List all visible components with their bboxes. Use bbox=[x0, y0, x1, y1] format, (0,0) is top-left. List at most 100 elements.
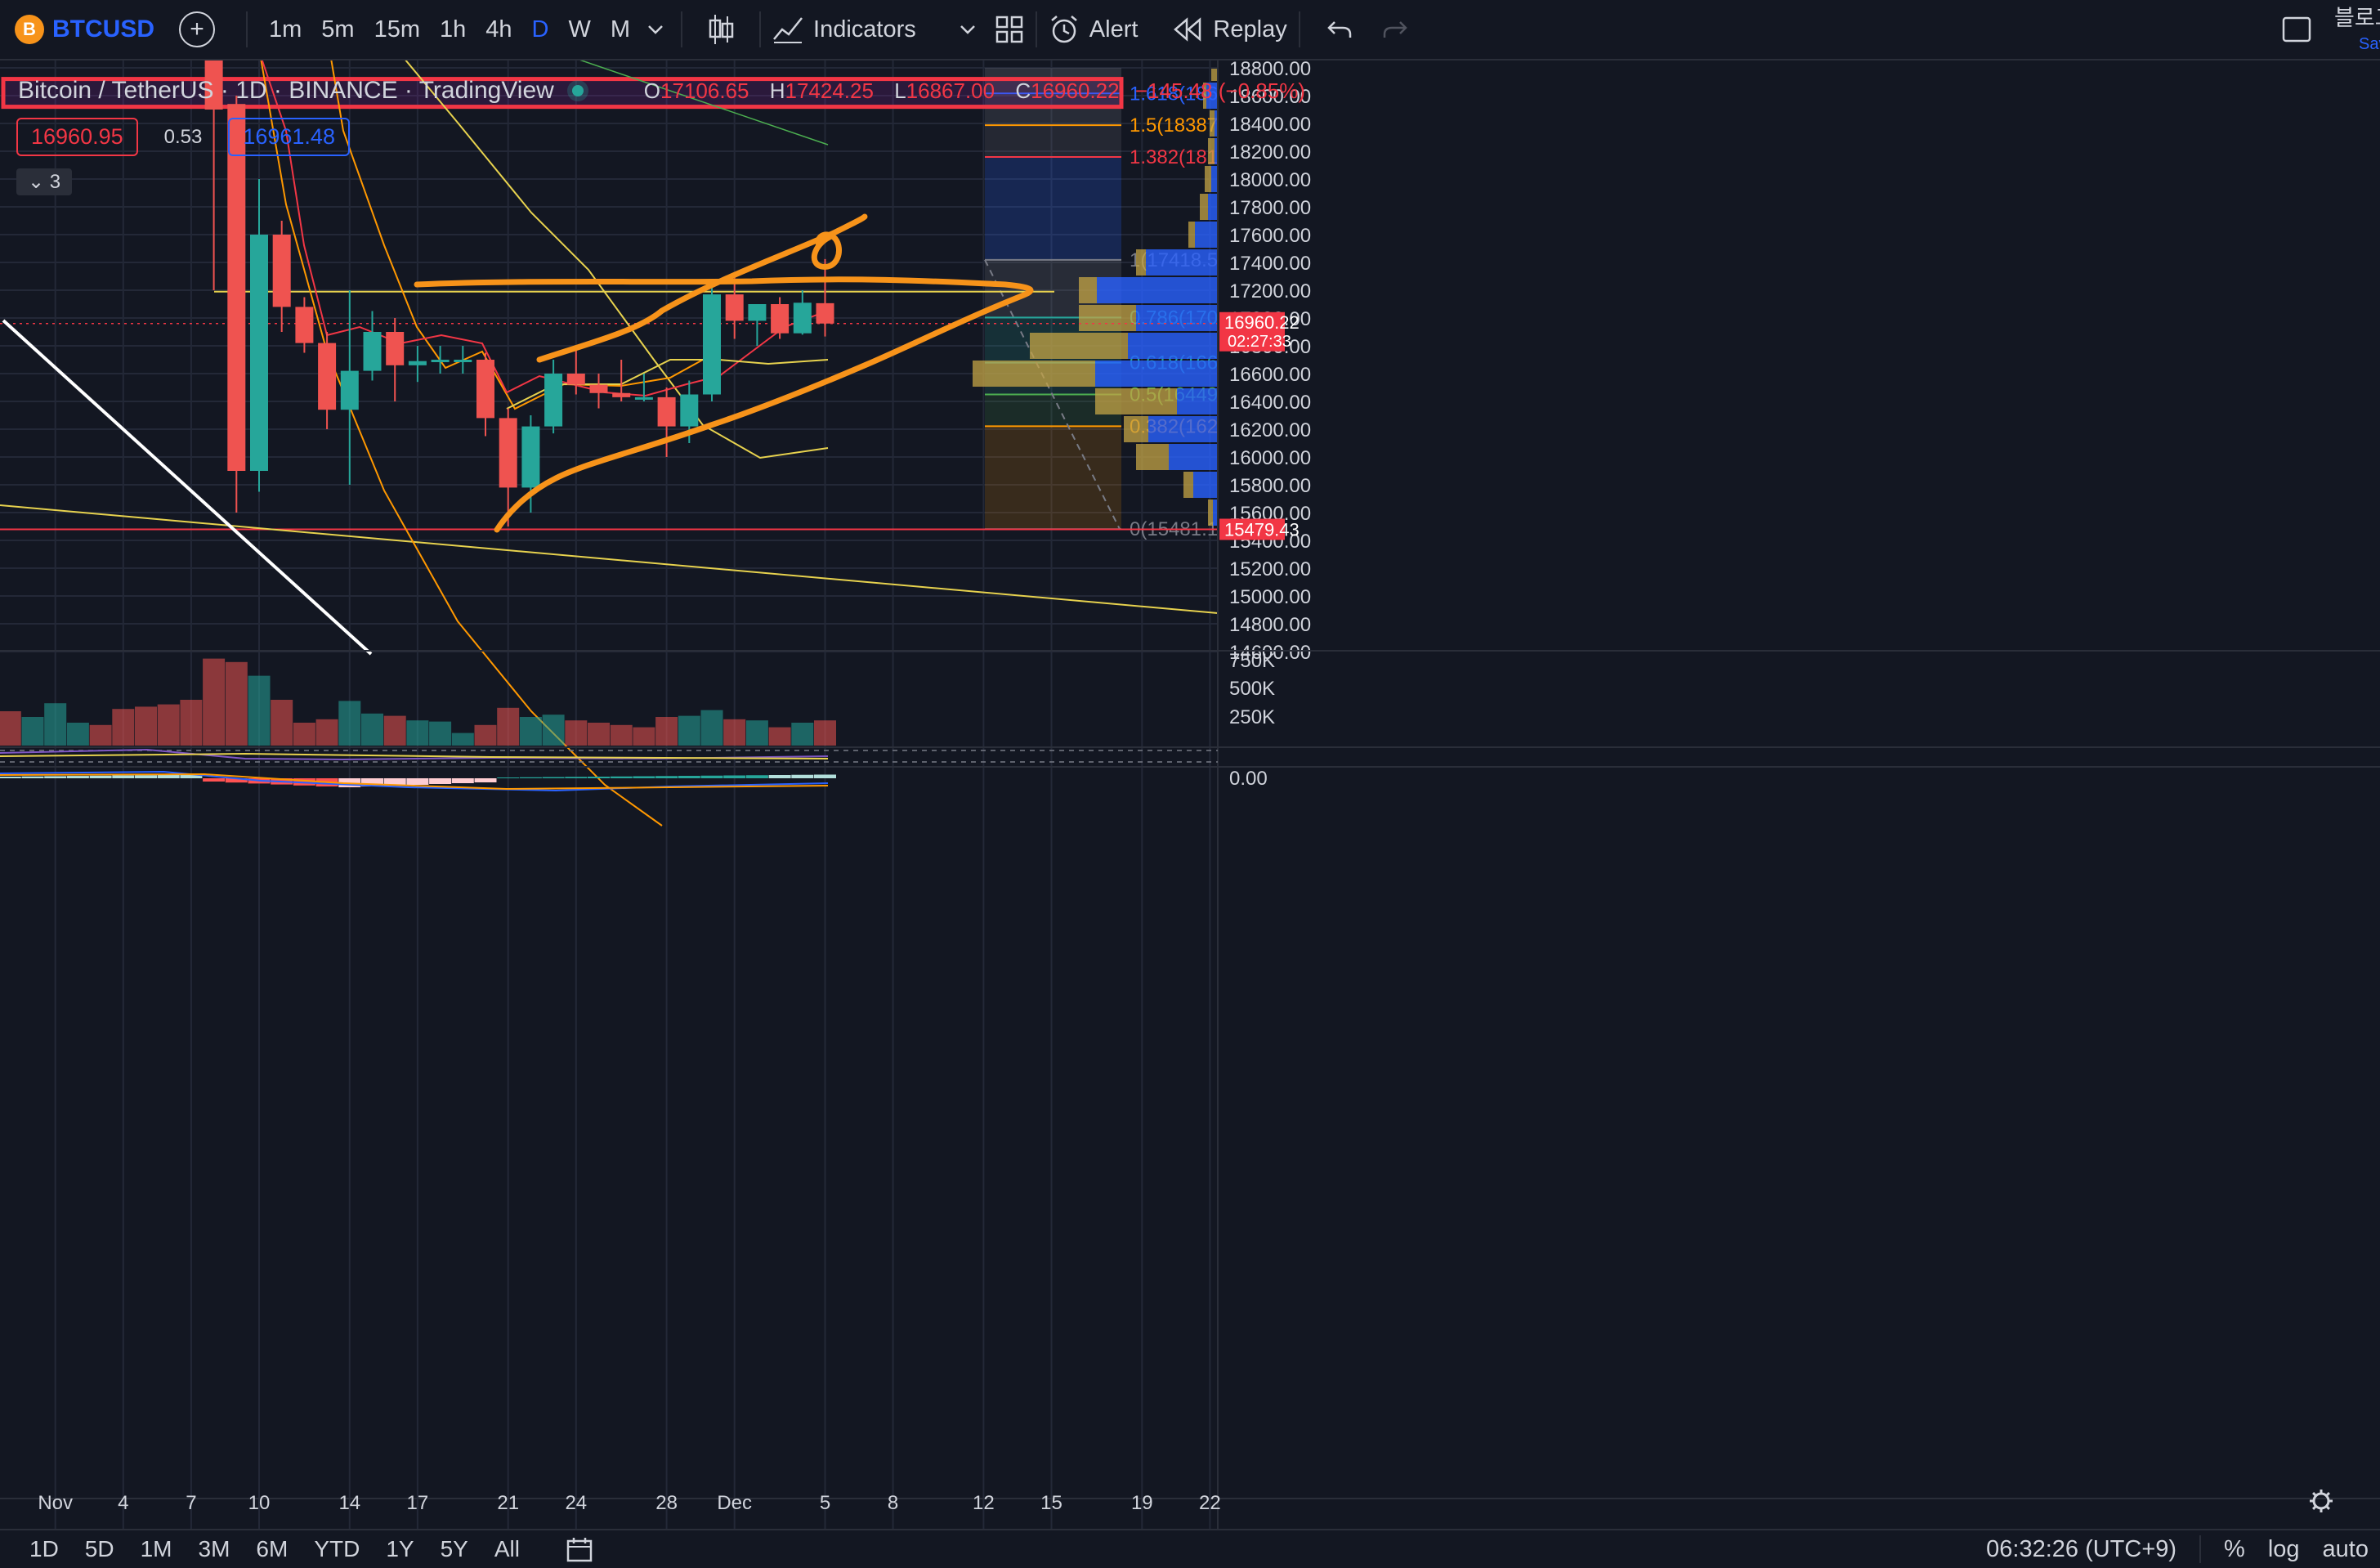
ma-orange-long bbox=[260, 60, 663, 827]
bottom-right-controls: 06:32:26 (UTC+9) % log auto bbox=[1986, 1530, 2369, 1568]
timezone-clock[interactable]: 06:32:26 (UTC+9) bbox=[1986, 1535, 2177, 1562]
range-5y[interactable]: 5Y bbox=[440, 1536, 468, 1561]
alarm-clock-icon bbox=[1049, 14, 1080, 45]
divider bbox=[1298, 11, 1300, 47]
range-3m[interactable]: 3M bbox=[198, 1536, 230, 1561]
resistance-rectangle bbox=[1, 77, 1124, 110]
macd-histogram-bar bbox=[610, 776, 633, 778]
gear-ring bbox=[2312, 1492, 2330, 1510]
interval-W[interactable]: W bbox=[568, 16, 591, 43]
settings-gear-icon[interactable] bbox=[2310, 1490, 2333, 1512]
price-chart-svg[interactable]: 1.618(18615.91)1.5(18387.29)1.382(18158.… bbox=[0, 60, 2380, 1529]
macd-histogram-bar bbox=[429, 778, 452, 784]
divider bbox=[246, 11, 248, 47]
volume-bar bbox=[338, 701, 361, 746]
volume-bar bbox=[814, 720, 836, 746]
compare-add-icon[interactable]: + bbox=[179, 11, 215, 47]
bottom-toolbar: 1D 5D 1M 3M 6M YTD 1Y 5Y All 06:32:26 (UTC+9) % … bbox=[0, 1529, 2380, 1568]
macd-histogram-bar bbox=[633, 776, 655, 778]
undo-icon[interactable] bbox=[1326, 0, 1353, 59]
price-axis: USDT18800.0018600.0018400.0018200.001800… bbox=[1217, 60, 2380, 1529]
range-1y[interactable]: 1Y bbox=[386, 1536, 414, 1561]
auto-scale-toggle[interactable]: auto bbox=[2322, 1535, 2369, 1562]
volume-bar bbox=[157, 704, 180, 746]
range-6m[interactable]: 6M bbox=[256, 1536, 289, 1561]
chart-area[interactable]: 1.618(18615.91) 1.5(18387.29) 1.382(18158.… bbox=[0, 60, 2380, 1529]
candle-body bbox=[408, 361, 427, 365]
interval-4h[interactable]: 4h bbox=[485, 16, 512, 43]
volume-profile bbox=[973, 69, 1218, 526]
volume-bar bbox=[542, 715, 565, 746]
candle-body bbox=[272, 235, 291, 307]
interval-M[interactable]: M bbox=[610, 16, 631, 43]
redo-icon[interactable] bbox=[1382, 0, 1408, 59]
time-tick-label: 4 bbox=[118, 1492, 128, 1514]
range-1d[interactable]: 1D bbox=[29, 1536, 59, 1561]
interval-5m[interactable]: 5m bbox=[321, 16, 355, 43]
volume-bar bbox=[474, 724, 497, 746]
candle-body bbox=[318, 343, 337, 410]
macd-histogram-bar bbox=[180, 774, 203, 778]
macd-histogram-bar bbox=[361, 778, 383, 786]
interval-1h[interactable]: 1h bbox=[440, 16, 467, 43]
interval-15m[interactable]: 15m bbox=[374, 16, 421, 43]
gear-tooth bbox=[2312, 1492, 2317, 1497]
chart-type-candles-icon[interactable] bbox=[707, 0, 735, 59]
candle-body bbox=[250, 235, 268, 471]
candle-body bbox=[431, 360, 450, 362]
low-label: L bbox=[894, 78, 906, 103]
volume-bar bbox=[745, 720, 768, 746]
macd-histogram-bar bbox=[745, 775, 768, 778]
range-all[interactable]: All bbox=[494, 1536, 520, 1561]
macd-histogram-bar bbox=[588, 777, 610, 778]
volume-bar bbox=[21, 717, 44, 746]
hand-drawn-annotations bbox=[414, 213, 1034, 533]
oscillator-panes: 0.00 bbox=[0, 746, 2380, 792]
indicators-dropdown-chevron-icon[interactable] bbox=[959, 0, 977, 59]
alert-button[interactable]: Alert bbox=[1049, 0, 1138, 59]
candle-body bbox=[589, 384, 608, 393]
interval-1m[interactable]: 1m bbox=[269, 16, 302, 43]
interval-dropdown-chevron-icon[interactable] bbox=[646, 0, 664, 59]
price-tick-label: 18400.00 bbox=[1229, 114, 1311, 136]
candle-body bbox=[657, 396, 676, 427]
white-trend-line bbox=[2, 319, 373, 656]
volume-bar bbox=[497, 707, 520, 746]
publish-label: 블로그 bbox=[2334, 6, 2380, 30]
price-tick-label: 15000.00 bbox=[1229, 586, 1311, 608]
volume-bar bbox=[203, 658, 226, 746]
macd-histogram-bar bbox=[519, 777, 542, 778]
price-tick-label: 18600.00 bbox=[1229, 86, 1311, 108]
range-ytd[interactable]: YTD bbox=[314, 1536, 360, 1561]
indicators-button[interactable]: Indicators bbox=[772, 0, 916, 59]
trade-buttons: 16960.95 0.53 16961.48 bbox=[16, 118, 350, 156]
series-legend[interactable]: Bitcoin / TetherUS · 1D · BINANCE · Trad… bbox=[18, 77, 1305, 105]
symbol-search[interactable]: B BTCUSD bbox=[0, 0, 179, 59]
candle-body bbox=[544, 374, 563, 427]
macd-histogram-bar bbox=[203, 778, 226, 782]
publish-button[interactable]: 블로그 Sav bbox=[2334, 5, 2380, 57]
indicators-collapse-button[interactable]: ⌄ 3 bbox=[16, 168, 73, 195]
layout-grid-icon[interactable] bbox=[995, 0, 1024, 59]
replay-button[interactable]: Replay bbox=[1174, 0, 1287, 59]
fullscreen-square-icon[interactable] bbox=[2282, 0, 2311, 59]
buy-price-button[interactable]: 16961.48 bbox=[228, 118, 350, 156]
volume-bar bbox=[565, 720, 588, 746]
time-tick-label: Nov bbox=[38, 1492, 73, 1514]
open-label: O bbox=[643, 78, 661, 103]
macd-histogram-bar bbox=[791, 774, 814, 778]
divider bbox=[681, 11, 683, 47]
gear-tooth bbox=[2325, 1505, 2330, 1510]
log-scale-toggle[interactable]: log bbox=[2267, 1535, 2300, 1562]
volume-pane: 750K 500K 250K bbox=[0, 650, 2380, 746]
candle-body bbox=[748, 304, 767, 321]
percent-scale-toggle[interactable]: % bbox=[2224, 1535, 2245, 1562]
range-5d[interactable]: 5D bbox=[84, 1536, 114, 1561]
sell-price-button[interactable]: 16960.95 bbox=[16, 118, 138, 156]
macd-histogram-bar bbox=[655, 776, 678, 778]
interval-D[interactable]: D bbox=[531, 16, 549, 43]
range-1m[interactable]: 1M bbox=[140, 1536, 172, 1561]
goto-date-calendar-icon[interactable] bbox=[566, 1536, 593, 1562]
macd-histogram-bar bbox=[768, 775, 791, 778]
low-price-marker bbox=[1219, 518, 1285, 540]
